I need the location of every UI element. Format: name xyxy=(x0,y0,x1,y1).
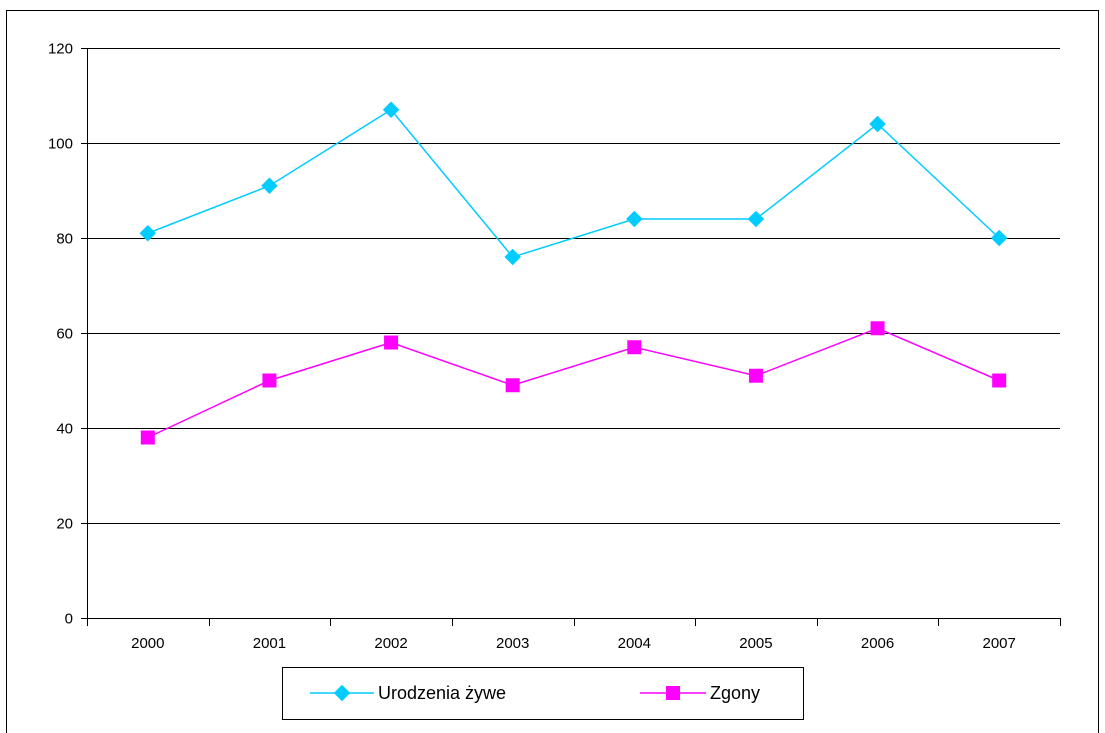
data-point xyxy=(627,340,642,355)
data-point xyxy=(747,210,765,228)
series-line xyxy=(147,327,1000,439)
data-point xyxy=(382,101,400,118)
series-0 xyxy=(139,101,1008,266)
data-point xyxy=(140,430,155,445)
x-tick-label: 2000 xyxy=(131,635,164,652)
legend-marker xyxy=(666,686,680,700)
data-point xyxy=(990,229,1008,247)
data-point xyxy=(505,378,520,393)
data-point xyxy=(139,225,157,242)
y-tick-label: 40 xyxy=(56,421,73,438)
x-tick-label: 2007 xyxy=(983,635,1016,652)
y-tick-label: 60 xyxy=(56,326,73,343)
data-point xyxy=(261,177,278,194)
data-point xyxy=(869,115,886,133)
x-tick-label: 2006 xyxy=(861,635,894,652)
legend-label: Zgony xyxy=(710,683,760,703)
data-point xyxy=(504,248,521,266)
data-point xyxy=(870,321,885,336)
x-tick-label: 2004 xyxy=(618,635,651,652)
data-point xyxy=(384,335,399,350)
legend-label: Urodzenia żywe xyxy=(378,683,506,703)
chart-border xyxy=(6,10,1099,733)
x-axis-tick-labels: 2000 2001 2002 2003 2004 2005 2006 2007 xyxy=(131,635,1016,652)
data-point xyxy=(626,210,643,228)
legend: Urodzenia żywe Zgony xyxy=(282,667,804,720)
x-tick-label: 2001 xyxy=(253,635,286,652)
series xyxy=(139,101,1008,445)
y-tick-label: 100 xyxy=(48,136,73,153)
gridlines xyxy=(87,48,1060,524)
x-tick-label: 2003 xyxy=(496,635,529,652)
y-tick-label: 0 xyxy=(65,611,73,628)
series-1 xyxy=(140,321,1007,445)
y-tick-label: 120 xyxy=(48,41,73,58)
legend-item: Urodzenia żywe xyxy=(310,683,506,703)
series-line xyxy=(147,108,1000,258)
axes xyxy=(81,48,1061,626)
y-axis-tick-labels: 0 20 40 60 80 100 120 xyxy=(48,41,73,628)
x-tick-label: 2002 xyxy=(374,635,407,652)
legend-marker xyxy=(333,684,351,702)
data-point xyxy=(748,368,763,383)
data-point xyxy=(992,373,1007,388)
x-tick-label: 2005 xyxy=(739,635,772,652)
data-point xyxy=(262,373,277,388)
legend-item: Zgony xyxy=(640,683,760,703)
y-tick-label: 80 xyxy=(56,231,73,248)
y-tick-label: 20 xyxy=(56,516,73,533)
